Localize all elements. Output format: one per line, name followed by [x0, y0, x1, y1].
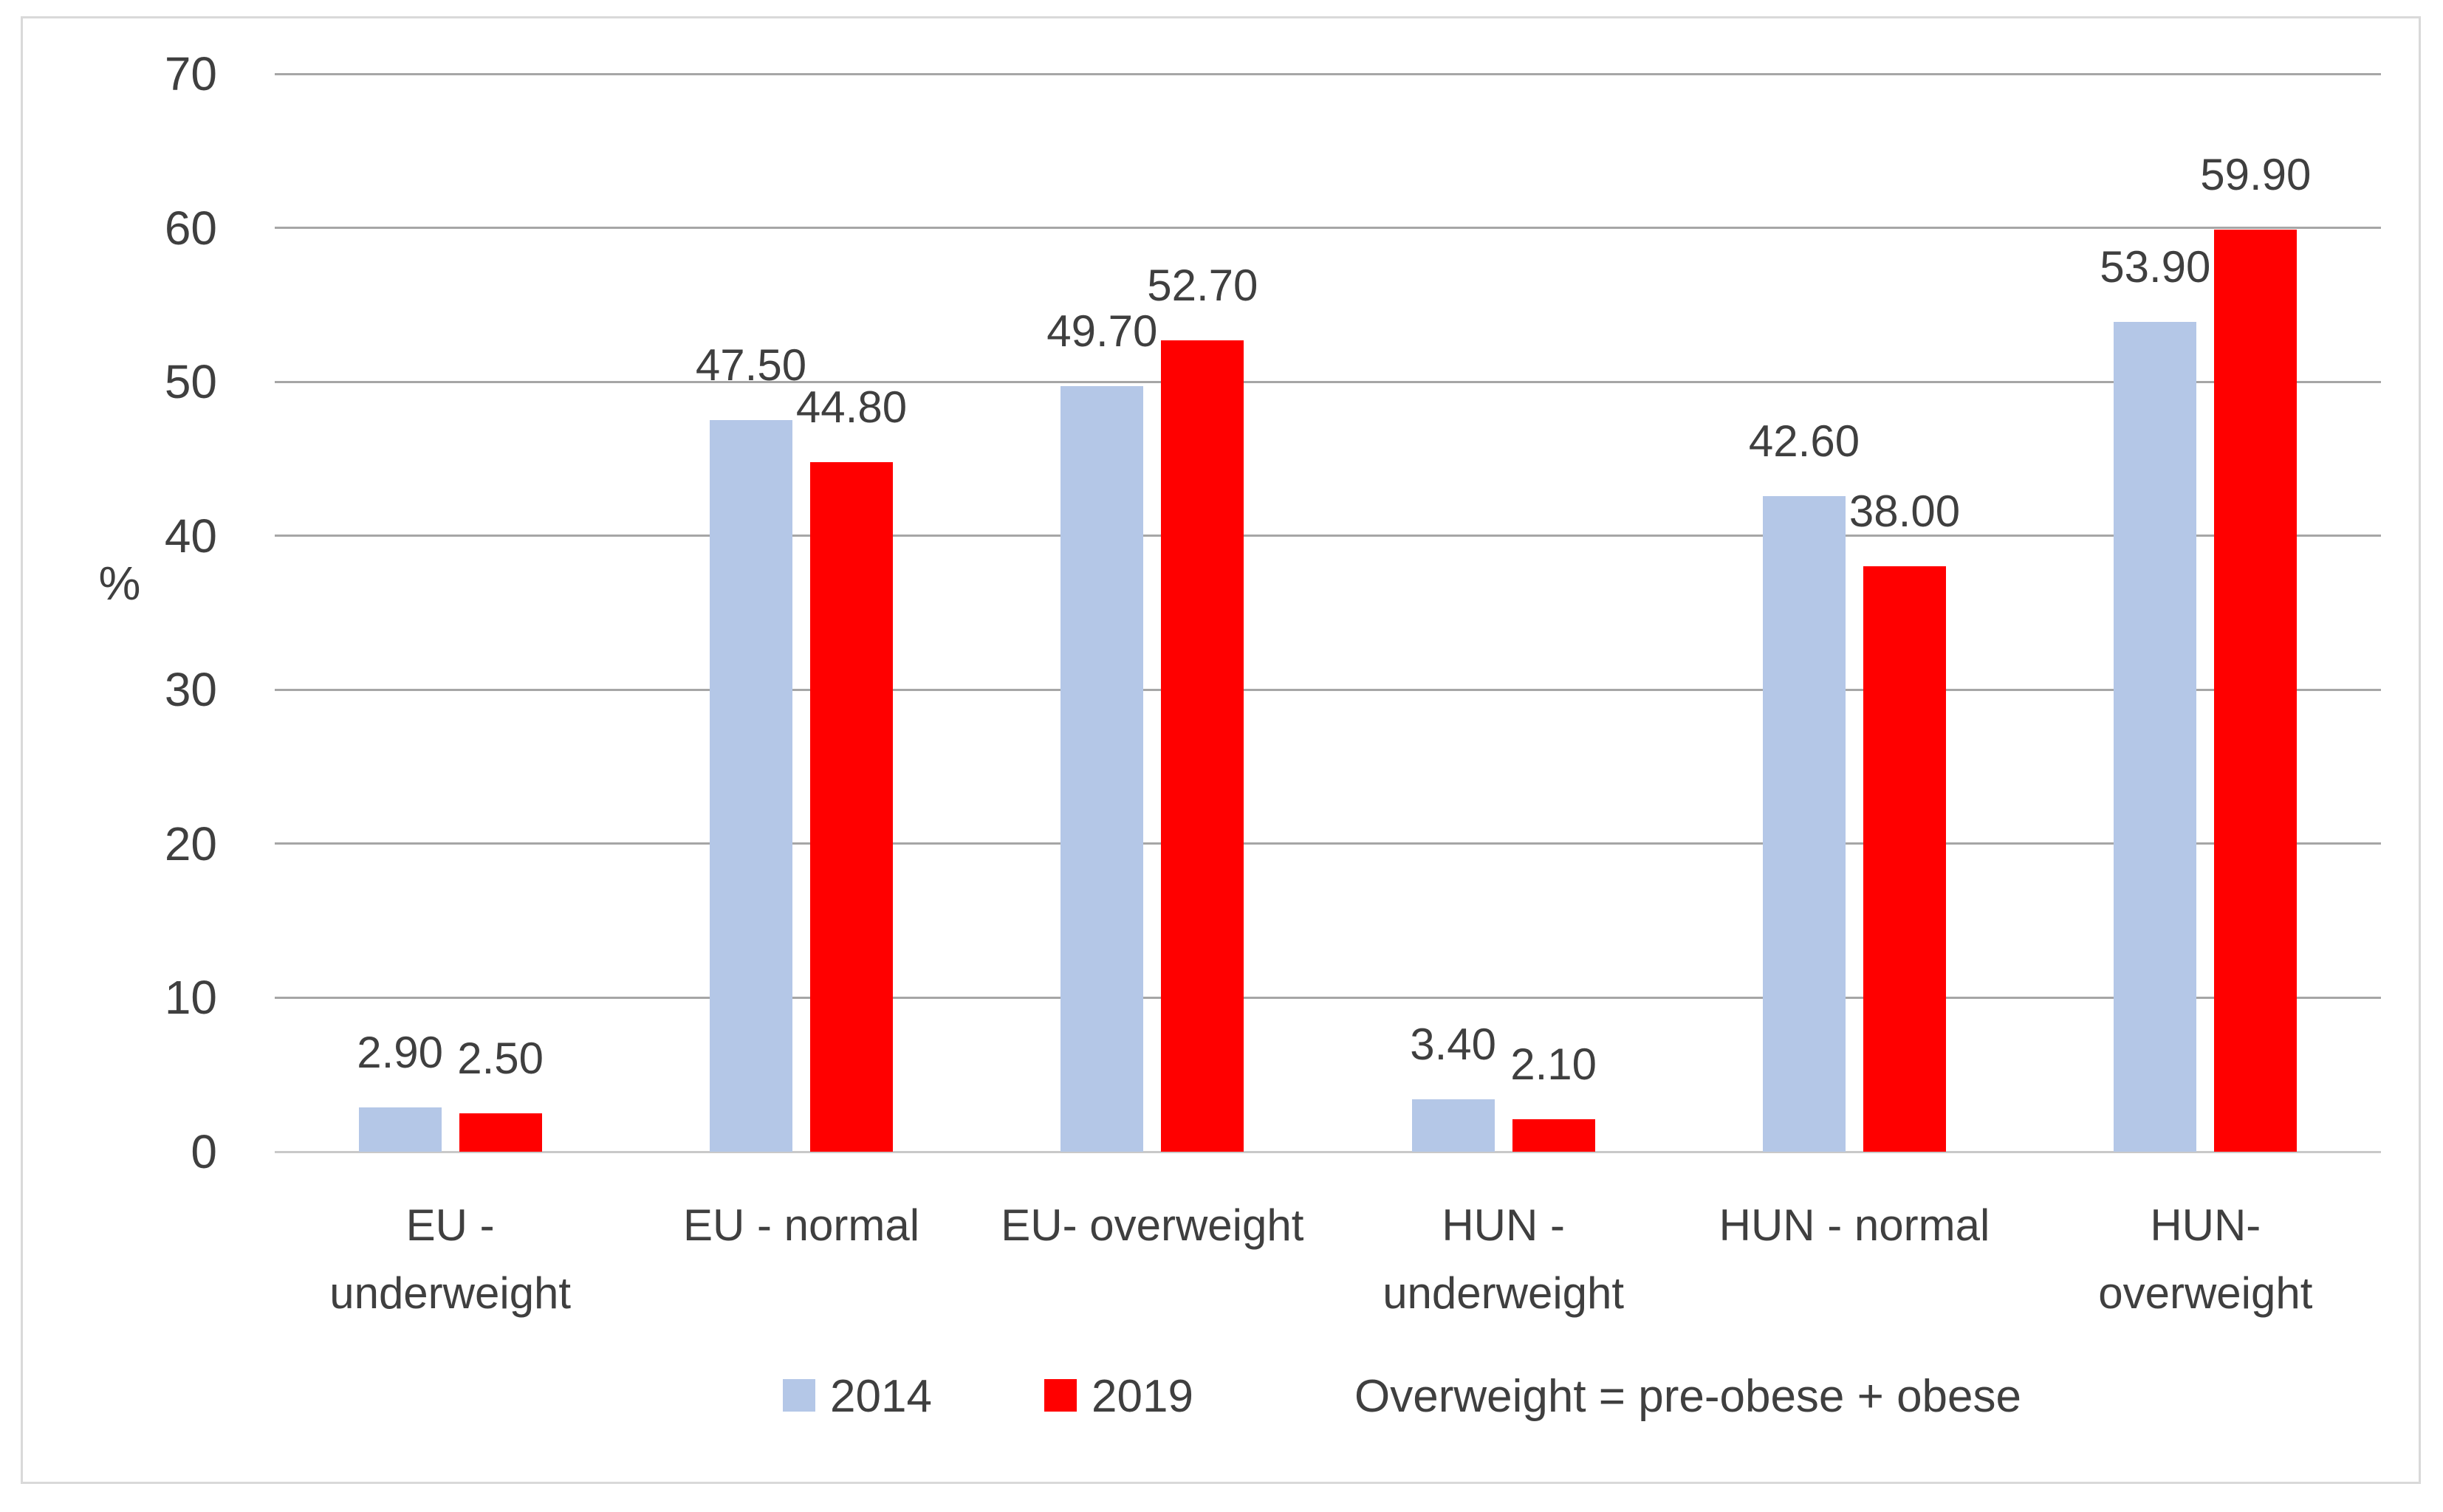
bar-2019-category-1 — [459, 1113, 542, 1152]
x-axis-labels: EU - underweight EU - normal EU- overweigh… — [275, 1192, 2381, 1327]
bar-2014-category-5 — [1763, 495, 1846, 1152]
bar-2019-category-3 — [1161, 340, 1244, 1152]
data-label-2019-category-6: 59.90 — [2200, 149, 2312, 199]
data-label-2014-category-5: 42.60 — [1748, 416, 1860, 466]
bar-2014-category-2 — [710, 420, 792, 1152]
data-label-2019-category-2: 44.80 — [795, 382, 908, 432]
y-axis-title: % — [98, 557, 141, 610]
data-label-2014-category-3: 49.70 — [1046, 306, 1158, 357]
bar-2014-category-6 — [2114, 321, 2197, 1152]
gridline-50 — [275, 380, 2381, 383]
legend-label-2014: 2014 — [830, 1371, 932, 1422]
y-tick-label-70: 70 — [164, 47, 217, 100]
legend-swatch-2019 — [1044, 1379, 1077, 1412]
x-category-label-6: HUN- overweight — [2098, 1200, 2313, 1318]
gridline-10 — [275, 996, 2381, 999]
gridline-60 — [275, 227, 2381, 230]
x-category-label-1: EU - underweight — [329, 1200, 572, 1318]
x-category-label-5: HUN - normal — [1719, 1200, 1990, 1250]
gridline-40 — [275, 535, 2381, 537]
data-label-2014-category-6: 53.90 — [2100, 241, 2211, 292]
y-tick-label-50: 50 — [164, 355, 217, 409]
data-label-2014-category-1: 2.90 — [357, 1027, 444, 1077]
bar-2019-category-4 — [1512, 1119, 1595, 1152]
legend-annotation: Overweight = pre-obese + obese — [1354, 1371, 2021, 1422]
bar-2019-category-2 — [810, 461, 893, 1152]
y-tick-label-10: 10 — [164, 971, 217, 1025]
y-tick-label-0: 0 — [191, 1125, 217, 1178]
y-tick-label-20: 20 — [164, 817, 217, 870]
y-tick-label-30: 30 — [164, 663, 217, 717]
x-category-label-3: EU- overweight — [1001, 1200, 1304, 1250]
data-label-2019-category-5: 38.00 — [1848, 487, 1961, 537]
x-category-label-4: HUN - underweight — [1382, 1200, 1625, 1318]
bar-2014-category-1 — [358, 1107, 442, 1152]
legend-swatch-2014 — [783, 1379, 815, 1412]
data-label-2014-category-4: 3.40 — [1410, 1020, 1497, 1070]
gridline-30 — [275, 688, 2381, 691]
bar-2019-category-6 — [2214, 229, 2298, 1152]
x-category-label-2: EU - normal — [682, 1200, 920, 1250]
bar-2014-category-3 — [1061, 386, 1144, 1152]
data-label-2019-category-4: 2.10 — [1510, 1040, 1597, 1090]
x-axis-line — [275, 1150, 2381, 1153]
y-tick-label-40: 40 — [164, 509, 217, 563]
data-label-2019-category-1: 2.50 — [457, 1033, 544, 1083]
legend-label-2019: 2019 — [1092, 1371, 1193, 1422]
bar-2019-category-5 — [1863, 566, 1946, 1152]
gridline-20 — [275, 842, 2381, 845]
y-tick-label-60: 60 — [164, 201, 217, 255]
data-label-2019-category-3: 52.70 — [1147, 260, 1258, 310]
plot-area: 2.90 2.50 47.50 44.80 49.70 52.70 3.40 2.10 42.6… — [275, 72, 2381, 1153]
data-label-2014-category-2: 47.50 — [695, 340, 807, 391]
bar-2014-category-4 — [1411, 1099, 1495, 1152]
gridline-70 — [275, 72, 2381, 75]
